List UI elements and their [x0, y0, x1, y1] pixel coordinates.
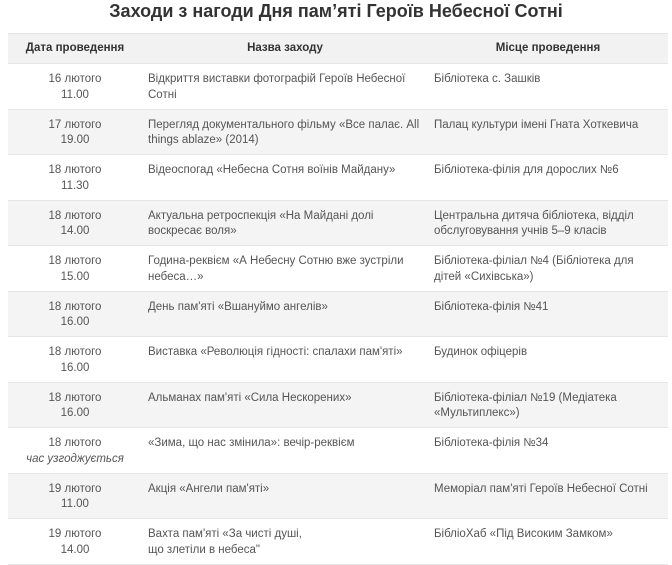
event-name: Акція «Ангели пам'яті» — [148, 482, 270, 495]
date-cell: 18 лютого 14.00 — [8, 201, 142, 246]
event-time: 16.00 — [60, 407, 90, 419]
date-cell: 19 лютого 14.00 — [8, 519, 142, 564]
event-place: Бібліотека-філіал №4 (Бібліотека для діт… — [434, 255, 634, 283]
event-name: Альманах пам'яті «Сила Нескорених» — [148, 391, 352, 404]
event-time: 11.00 — [61, 498, 89, 510]
event-date: 18 лютого — [48, 391, 102, 404]
table-row: 16 лютого 11.00 Відкриття виставки фотогра… — [8, 64, 668, 110]
event-name: Перегляд документального фільму «Все пал… — [148, 118, 420, 147]
event-name: «Зима, що нас змінила»: вечір-реквієм — [148, 437, 355, 449]
date-cell: 16 лютого 11.00 — [8, 64, 142, 109]
column-header-name: Назва заходу — [247, 41, 323, 54]
date-cell: 18 лютого час узгоджується — [8, 428, 142, 473]
date-cell: 18 лютого 16.00 — [8, 337, 142, 382]
date-cell: 18 лютого 16.00 — [8, 292, 142, 337]
event-place: Бібліотека-філія для дорослих №6 — [434, 164, 619, 176]
date-cell: 19 лютого 11.00 — [8, 474, 142, 519]
event-date: 18 лютого — [48, 255, 102, 267]
event-date: 18 лютого — [48, 164, 102, 176]
event-time: 15.00 — [60, 270, 90, 283]
event-name: Вахта пам'яті «За чисті душі, що злетіли… — [148, 528, 302, 556]
event-date: 19 лютого — [48, 528, 102, 540]
event-date: 17 лютого — [48, 118, 102, 131]
event-date: 18 лютого — [48, 346, 102, 358]
event-name: Відкриття виставки фотографій Героїв Неб… — [148, 73, 406, 101]
column-header-place: Місце проведення — [495, 41, 601, 54]
table-row: 18 лютого час узгоджується «Зима, що нас з… — [8, 428, 668, 474]
event-name: Актуальна ретроспекція «На Майдані долі … — [148, 209, 374, 238]
event-time: 14.00 — [60, 225, 90, 237]
event-place: БібліоХаб «Під Високим Замком» — [434, 528, 613, 540]
table-row: 18 лютого 14.00 Актуальна ретроспекція «На… — [8, 200, 668, 246]
event-name: День пам'яті «Вшануймо ангелів» — [148, 300, 328, 313]
table-row: 18 лютого 16.00 День пам'яті «Вшануймо анг… — [8, 291, 668, 337]
event-time: 11.30 — [61, 179, 89, 192]
table-row: 18 лютого 15.00 Година-реквієм «А Небесну … — [8, 246, 668, 292]
date-cell: 17 лютого 19.00 — [8, 110, 142, 155]
table-row: 18 лютого 16.00 Альманах пам'яті «Сила Нес… — [8, 382, 668, 428]
event-time: 14.00 — [60, 543, 90, 556]
event-place: Меморіал пам'яті Героїв Небесної Сотні — [434, 482, 648, 495]
event-name: Виставка «Революція гідності: спалахи па… — [148, 346, 403, 358]
page-title: Заходи з нагоди Дня пам’яті Героїв Небес… — [109, 1, 563, 21]
event-place: Центральна дитяча бібліотека, відділ обс… — [434, 209, 634, 238]
event-time: час узгоджується — [26, 452, 124, 465]
event-place: Будинок офіцерів — [434, 346, 528, 358]
event-date: 19 лютого — [48, 482, 102, 495]
event-place: Бібліотека-філія №34 — [434, 437, 549, 449]
event-date: 18 лютого — [48, 437, 102, 449]
event-time: 11.00 — [61, 88, 89, 101]
event-time: 19.00 — [60, 134, 90, 146]
date-cell: 18 лютого 15.00 — [8, 246, 142, 291]
table-row: 19 лютого 14.00 Вахта пам'яті «За чисті ду… — [8, 519, 668, 565]
column-header-date: Дата проведення — [25, 41, 125, 54]
table-row: 18 лютого 11.30 Відеоспогад «Небесна Сотня… — [8, 155, 668, 201]
table-row: 18 лютого 16.00 Виставка «Революція гіднос… — [8, 337, 668, 383]
event-time: 16.00 — [60, 361, 90, 374]
event-date: 18 лютого — [48, 209, 102, 222]
date-cell: 18 лютого 11.30 — [8, 155, 142, 200]
events-table: Дата проведення Назва заходу Місце прове… — [8, 33, 668, 565]
event-date: 18 лютого — [48, 300, 102, 313]
event-place: Бібліотека-філія №41 — [434, 300, 549, 313]
event-name: Відеоспогад «Небесна Сотня воїнів Майдан… — [148, 164, 396, 176]
date-cell: 18 лютого 16.00 — [8, 383, 142, 428]
event-place: Палац культури імені Гната Хоткевича — [434, 118, 639, 131]
table-row: 17 лютого 19.00 Перегляд документального ф… — [8, 109, 668, 155]
event-date: 16 лютого — [48, 73, 102, 85]
table-header: Дата проведення Назва заходу Місце прове… — [8, 34, 668, 64]
table-row: 19 лютого 11.00 Акція «Ангели пам'яті» Мемо… — [8, 473, 668, 519]
event-place: Бібліотека с. Зашків — [434, 73, 541, 85]
event-place: Бібліотека-філіал №19 (Медіатека «Мульти… — [434, 391, 617, 420]
event-name: Година-реквієм «А Небесну Сотню вже зуст… — [148, 255, 404, 283]
event-time: 16.00 — [60, 316, 90, 328]
